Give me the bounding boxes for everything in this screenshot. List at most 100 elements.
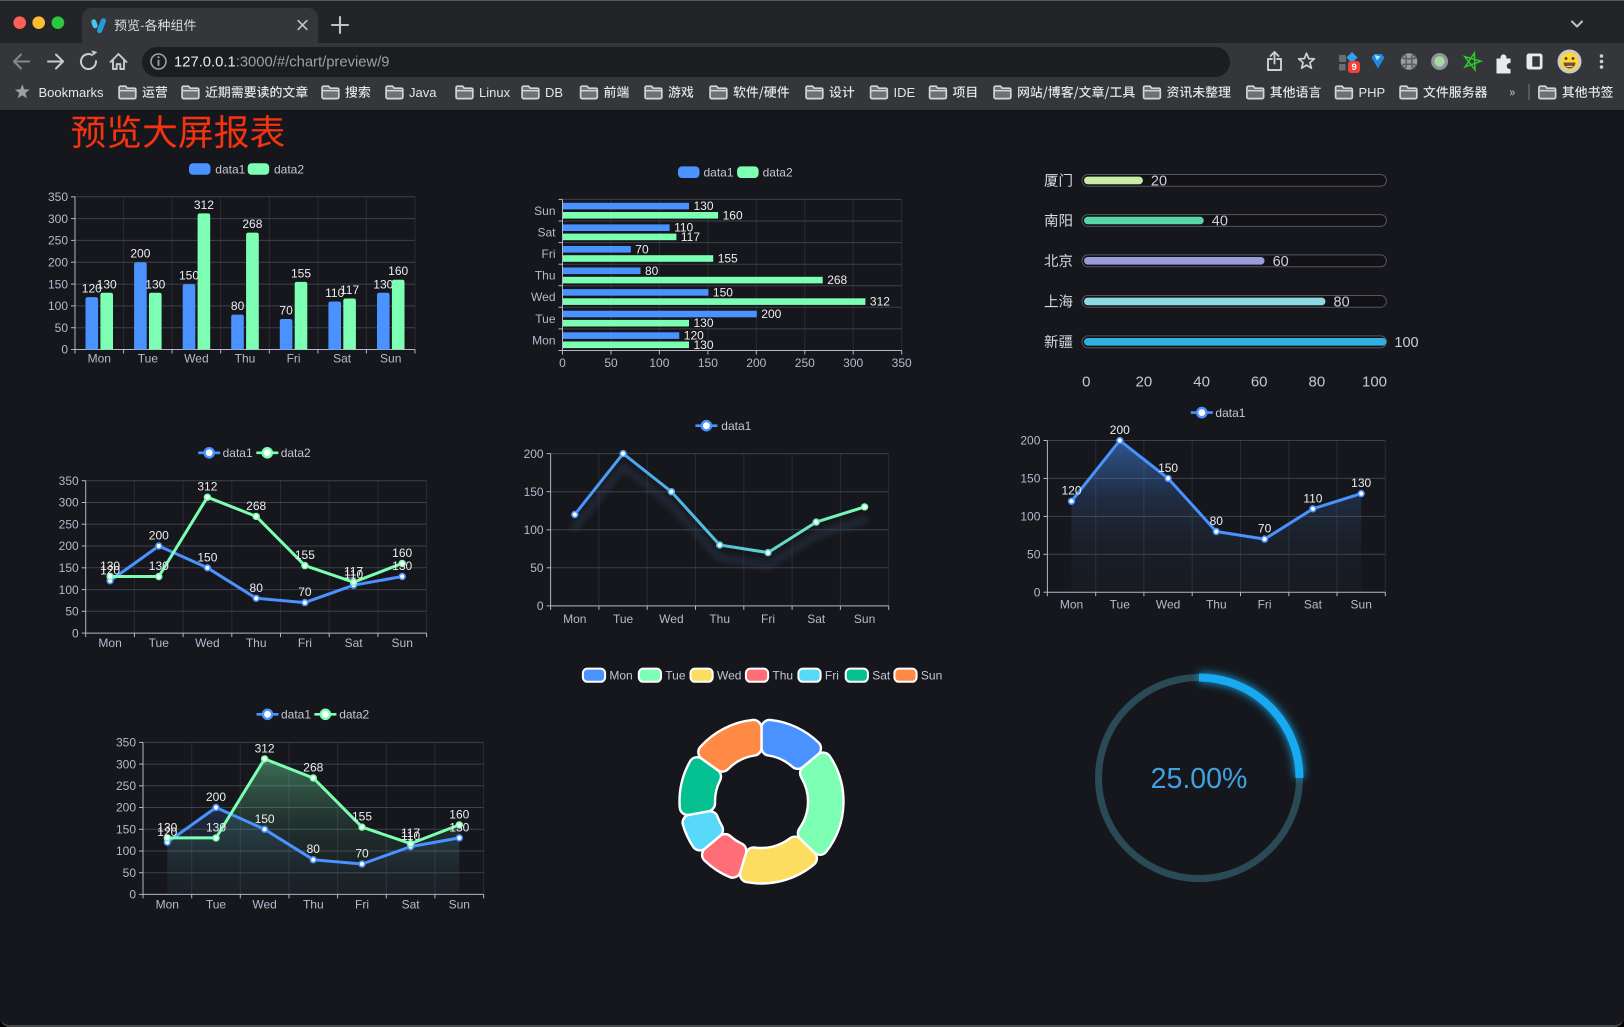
svg-text:Tue: Tue <box>206 898 227 912</box>
svg-text:Thu: Thu <box>246 636 267 650</box>
svg-text:data1: data1 <box>1215 406 1245 420</box>
svg-text:150: 150 <box>1020 472 1040 486</box>
svg-text:Tue: Tue <box>665 669 686 683</box>
svg-text:IDE: IDE <box>894 85 916 100</box>
svg-text:Fri: Fri <box>542 247 556 261</box>
svg-text:40: 40 <box>1193 374 1210 391</box>
svg-text:300: 300 <box>116 757 136 771</box>
svg-text:110: 110 <box>1303 491 1322 505</box>
svg-text:155: 155 <box>352 810 372 824</box>
svg-text:300: 300 <box>843 356 863 370</box>
svg-text:data2: data2 <box>763 166 793 180</box>
svg-text:0: 0 <box>1034 585 1041 599</box>
svg-text:Sat: Sat <box>333 352 352 366</box>
svg-text:130: 130 <box>694 199 714 213</box>
svg-text:Mon: Mon <box>532 333 555 347</box>
svg-text:Sun: Sun <box>854 612 875 626</box>
svg-text:Mon: Mon <box>563 612 586 626</box>
svg-text:Mon: Mon <box>88 352 111 366</box>
svg-text:350: 350 <box>116 736 136 750</box>
svg-text:130: 130 <box>449 820 469 834</box>
svg-text:80: 80 <box>250 581 264 595</box>
svg-text:200: 200 <box>524 447 544 461</box>
svg-text:117: 117 <box>340 283 359 297</box>
svg-text:50: 50 <box>530 561 544 575</box>
svg-text:25.00%: 25.00% <box>1151 763 1248 795</box>
svg-text:Thu: Thu <box>772 669 793 683</box>
svg-text:Thu: Thu <box>535 269 556 283</box>
svg-text:150: 150 <box>524 485 544 499</box>
svg-text:110: 110 <box>325 286 344 300</box>
svg-text:130: 130 <box>97 277 117 291</box>
svg-text:80: 80 <box>231 299 245 313</box>
svg-text:Sun: Sun <box>1351 598 1372 612</box>
svg-text:160: 160 <box>388 264 408 278</box>
svg-text:100: 100 <box>524 523 544 537</box>
svg-text:312: 312 <box>870 295 890 309</box>
svg-text:0: 0 <box>72 626 79 640</box>
svg-text:150: 150 <box>48 277 68 291</box>
svg-text:Thu: Thu <box>709 612 730 626</box>
svg-text:130: 130 <box>145 277 165 291</box>
svg-text:200: 200 <box>1110 423 1130 437</box>
svg-text:Tue: Tue <box>149 636 170 650</box>
svg-text:250: 250 <box>116 779 136 793</box>
svg-text:data1: data1 <box>215 162 245 176</box>
svg-text:100: 100 <box>1394 335 1418 351</box>
svg-text:200: 200 <box>1020 434 1040 448</box>
svg-text:Wed: Wed <box>195 636 219 650</box>
svg-text:data2: data2 <box>339 708 369 722</box>
svg-text:268: 268 <box>827 273 847 287</box>
svg-text:268: 268 <box>242 217 262 231</box>
svg-text:80: 80 <box>1210 514 1224 528</box>
svg-text:Tue: Tue <box>1110 598 1131 612</box>
svg-text:Sat: Sat <box>345 636 364 650</box>
svg-text:127.0.0.1:3000/#/chart/preview: 127.0.0.1:3000/#/chart/preview/9 <box>174 54 390 70</box>
svg-text:80: 80 <box>1334 294 1350 310</box>
svg-text:150: 150 <box>1158 461 1178 475</box>
svg-text:150: 150 <box>255 812 275 826</box>
svg-text:117: 117 <box>681 230 700 244</box>
svg-text:Mon: Mon <box>156 898 179 912</box>
svg-text:268: 268 <box>246 499 266 513</box>
svg-text:data2: data2 <box>274 162 304 176</box>
svg-text:0: 0 <box>537 599 544 613</box>
svg-text:155: 155 <box>295 548 315 562</box>
svg-text:data1: data1 <box>223 446 253 460</box>
svg-text:110: 110 <box>401 829 420 843</box>
svg-text:155: 155 <box>718 252 738 266</box>
svg-text:50: 50 <box>123 866 137 880</box>
svg-text:Wed: Wed <box>184 352 208 366</box>
svg-text:Wed: Wed <box>717 669 741 683</box>
svg-text:9: 9 <box>1351 62 1356 73</box>
svg-text:Fri: Fri <box>355 898 369 912</box>
svg-text:data1: data1 <box>704 166 734 180</box>
svg-text:117: 117 <box>401 826 420 840</box>
svg-text:data1: data1 <box>721 419 751 433</box>
svg-text:130: 130 <box>392 559 412 573</box>
svg-text:100: 100 <box>59 583 79 597</box>
svg-text:150: 150 <box>698 356 718 370</box>
svg-text:20: 20 <box>1136 374 1153 391</box>
svg-text:70: 70 <box>298 585 312 599</box>
svg-text:Mon: Mon <box>1060 598 1083 612</box>
svg-text:Sun: Sun <box>392 636 413 650</box>
svg-text:200: 200 <box>761 307 781 321</box>
svg-text:70: 70 <box>635 242 649 256</box>
svg-text:Wed: Wed <box>659 612 683 626</box>
svg-text:Thu: Thu <box>235 352 256 366</box>
svg-text:250: 250 <box>48 234 68 248</box>
svg-text:200: 200 <box>59 539 79 553</box>
svg-text:70: 70 <box>279 304 293 318</box>
svg-text:Sat: Sat <box>402 898 421 912</box>
svg-text:Java: Java <box>409 85 437 100</box>
svg-text:Sun: Sun <box>380 352 401 366</box>
svg-text:Thu: Thu <box>1206 598 1227 612</box>
svg-text:130: 130 <box>206 820 226 834</box>
svg-text:200: 200 <box>149 529 169 543</box>
svg-text:312: 312 <box>194 198 214 212</box>
svg-text:117: 117 <box>344 565 363 579</box>
svg-text:100: 100 <box>649 356 669 370</box>
svg-text:300: 300 <box>59 496 79 510</box>
svg-text:250: 250 <box>59 517 79 531</box>
